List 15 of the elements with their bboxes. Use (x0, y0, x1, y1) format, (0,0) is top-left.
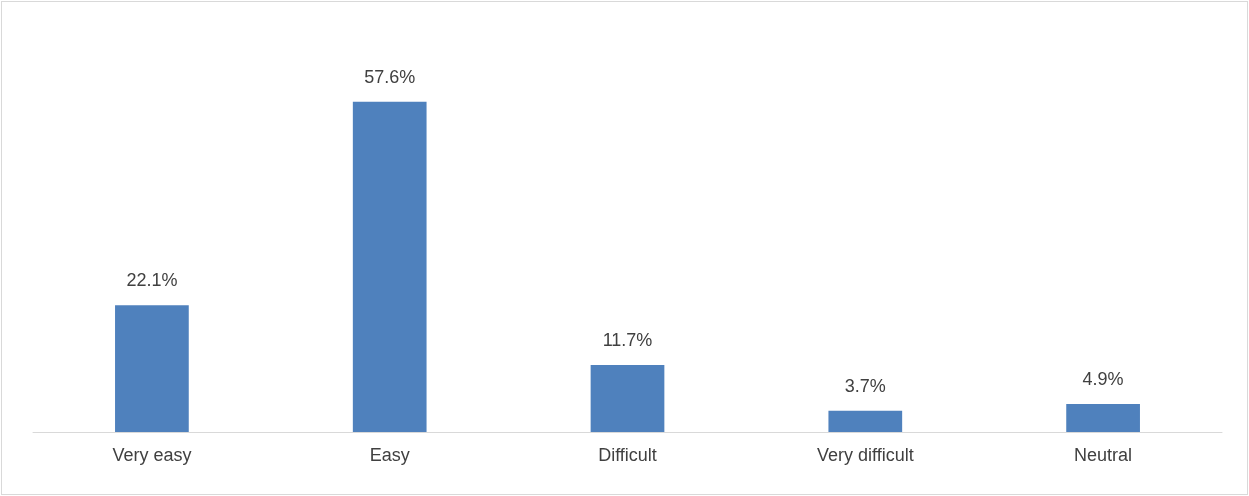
data-label: 4.9% (1082, 368, 1124, 389)
bar (1066, 403, 1140, 432)
bar (352, 101, 427, 432)
x-tick-label: Very difficult (816, 445, 914, 465)
data-label: 22.1% (126, 270, 178, 291)
bar (115, 305, 189, 432)
x-tick-label: Easy (369, 445, 410, 465)
bar (828, 410, 903, 432)
x-tick-label: Difficult (598, 445, 657, 465)
x-tick-label: Very easy (112, 445, 192, 465)
bar (590, 364, 665, 432)
data-label: 57.6% (364, 66, 416, 87)
x-tick-label: Neutral (1074, 445, 1133, 465)
data-label: 11.7% (602, 329, 653, 350)
data-label: 3.7% (844, 375, 886, 396)
